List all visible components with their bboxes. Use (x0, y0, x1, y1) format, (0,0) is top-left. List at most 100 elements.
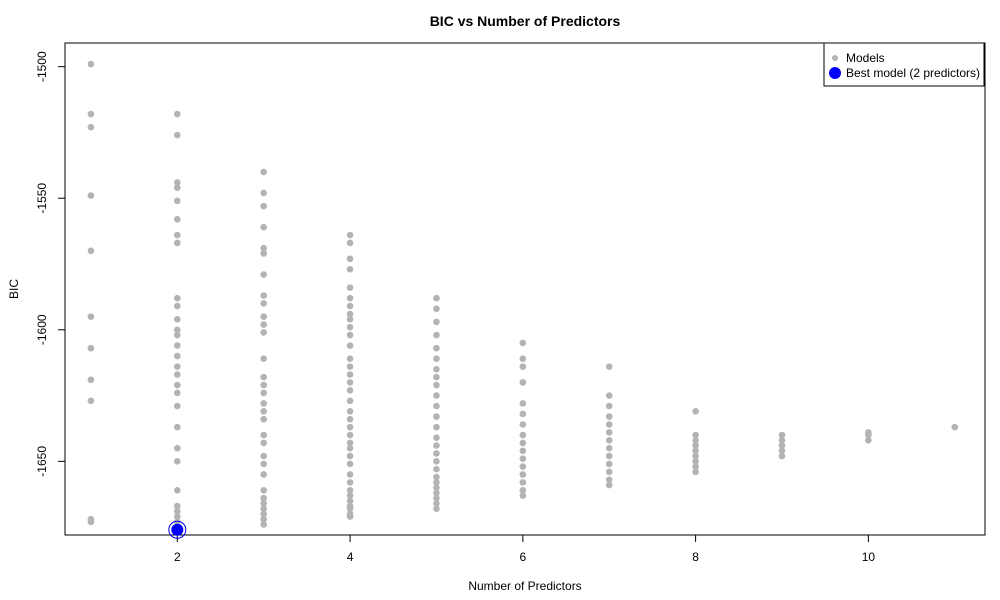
model-point (174, 179, 181, 186)
model-point (433, 355, 440, 363)
model-point (346, 505, 354, 512)
y-tick-label: -1600 (35, 314, 49, 345)
model-point (692, 452, 699, 460)
model-point (87, 192, 95, 199)
x-axis-label: Number of Predictors (468, 579, 581, 593)
model-point (519, 479, 527, 486)
model-point (260, 381, 267, 389)
model-point (174, 184, 181, 192)
model-point (346, 431, 354, 439)
model-point (174, 110, 181, 118)
model-point (346, 452, 354, 460)
model-point (433, 434, 440, 441)
model-point (519, 439, 527, 447)
model-point (346, 323, 354, 331)
model-point (174, 294, 181, 302)
model-point (87, 123, 95, 131)
model-point (433, 392, 440, 399)
model-point (519, 492, 527, 499)
model-point (346, 342, 354, 349)
legend-models-marker (832, 55, 838, 61)
model-point (260, 415, 267, 423)
model-point (433, 465, 440, 473)
model-point (605, 436, 613, 444)
model-point (174, 215, 181, 223)
model-point (433, 331, 440, 339)
model-point (346, 408, 354, 415)
model-point (260, 202, 267, 210)
model-point (87, 397, 95, 405)
model-point (174, 513, 181, 520)
model-point (174, 131, 181, 139)
model-point (174, 363, 181, 370)
model-point (260, 389, 267, 397)
x-tick-label: 2 (174, 550, 181, 564)
model-point (692, 408, 699, 415)
model-point (605, 444, 613, 452)
model-point (87, 313, 95, 320)
model-point (433, 473, 440, 481)
model-point (433, 423, 440, 431)
model-point (346, 439, 354, 447)
model-point (605, 468, 613, 476)
model-point (605, 429, 613, 436)
y-axis-label: BIC (7, 279, 21, 299)
model-point (433, 442, 440, 449)
model-point (174, 518, 181, 526)
model-point (433, 413, 440, 420)
model-point (433, 365, 440, 373)
model-point (346, 310, 354, 318)
model-point (87, 60, 95, 68)
model-point (778, 442, 786, 449)
model-point (174, 342, 181, 349)
model-point (174, 239, 181, 247)
model-point (87, 376, 95, 384)
model-point (174, 326, 181, 334)
model-point (260, 452, 267, 460)
model-point (519, 379, 527, 386)
model-point (778, 436, 786, 444)
model-point (346, 497, 354, 505)
model-point (692, 458, 699, 465)
model-point (346, 363, 354, 370)
model-point (260, 250, 267, 257)
model-point (87, 344, 95, 352)
model-point (260, 355, 267, 363)
model-point (260, 510, 267, 518)
model-point (260, 292, 267, 299)
model-point (260, 313, 267, 320)
model-point (260, 431, 267, 439)
model-point (260, 329, 267, 336)
model-point (346, 492, 354, 499)
model-point (519, 486, 527, 494)
model-point (605, 413, 613, 420)
model-point (519, 421, 527, 428)
model-point (260, 300, 267, 307)
y-tick-label: -1550 (35, 183, 49, 214)
model-point (692, 436, 699, 444)
model-point (433, 402, 440, 410)
model-point (346, 386, 354, 394)
model-point (346, 471, 354, 478)
model-point (519, 431, 527, 439)
legend: Models Best model (2 predictors) (823, 42, 985, 87)
model-point (692, 442, 699, 449)
model-point (346, 265, 354, 273)
model-point (692, 463, 699, 470)
model-point (260, 515, 267, 523)
model-point (260, 321, 267, 328)
legend-best-marker (829, 67, 841, 79)
model-point (519, 463, 527, 470)
model-point (433, 381, 440, 389)
model-point (346, 355, 354, 363)
model-point (260, 460, 267, 468)
model-point (174, 381, 181, 389)
model-point (692, 447, 699, 455)
model-point (346, 231, 354, 239)
model-point (605, 421, 613, 428)
model-point (519, 471, 527, 478)
x-axis: 2 4 6 8 10 (174, 534, 875, 564)
model-point (519, 447, 527, 455)
